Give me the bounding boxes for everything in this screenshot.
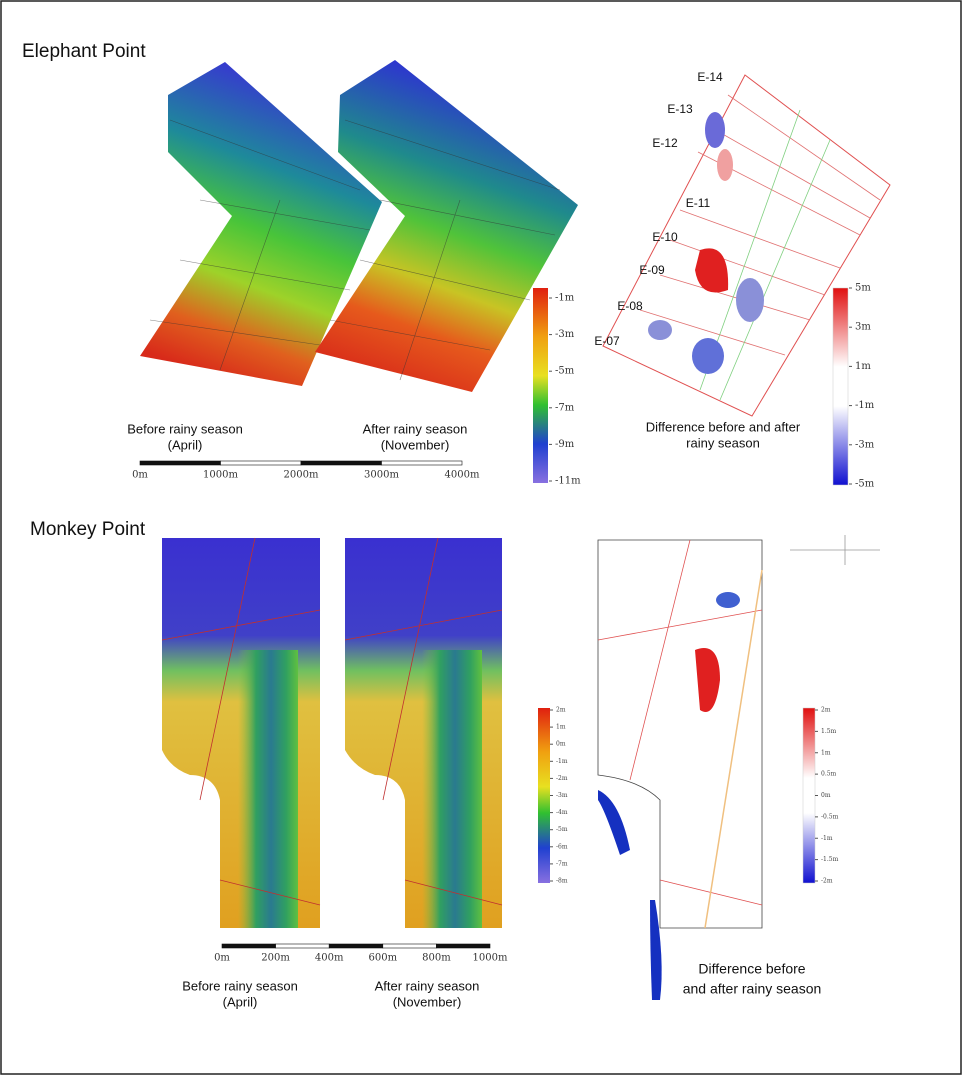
profile-label: E-13: [667, 102, 693, 116]
scale-label: 0m: [132, 470, 148, 481]
colorbar-label: -9m: [555, 439, 575, 450]
colorbar-label: -4m: [556, 809, 568, 816]
scale-segment: [382, 461, 463, 465]
colorbar-label: -2m: [556, 775, 568, 782]
section-title: Monkey Point: [30, 519, 146, 540]
caption: (November): [381, 437, 450, 452]
caption: (April): [168, 437, 203, 452]
scale-segment: [222, 944, 276, 948]
difference-colorbar: [803, 708, 815, 883]
scale-label: 1000m: [473, 953, 508, 964]
colorbar-label: -1m: [855, 400, 875, 411]
profile-label: E-09: [639, 263, 665, 277]
colorbar-label: -11m: [555, 476, 581, 487]
difference-map: [598, 540, 762, 1000]
colorbar-label: -5m: [555, 366, 575, 377]
scale-label: 2000m: [284, 470, 319, 481]
colorbar-label: 2m: [556, 707, 566, 714]
scale-label: 800m: [422, 953, 451, 964]
scale-label: 1000m: [203, 470, 238, 481]
caption: (November): [393, 994, 462, 1009]
scale-segment: [140, 461, 221, 465]
colorbar-label: -7m: [556, 860, 568, 867]
colorbar-label: -3m: [556, 792, 568, 799]
profile-label: E-12: [652, 136, 678, 150]
difference-colorbar: [833, 288, 848, 485]
scale-segment: [436, 944, 490, 948]
colorbar-label: -3m: [855, 439, 875, 450]
scale-label: 3000m: [364, 470, 399, 481]
bathymetry-after: [345, 538, 502, 928]
colorbar-label: -5m: [855, 479, 875, 490]
colorbar-label: 1.5m: [821, 728, 837, 735]
scale-label: 0m: [214, 953, 230, 964]
colorbar-label: 3m: [855, 322, 871, 333]
scale-label: 400m: [315, 953, 344, 964]
profile-label: E-08: [617, 299, 643, 313]
colorbar-label: -1.5m: [821, 856, 839, 863]
north-arrow: [790, 535, 880, 565]
caption: (April): [223, 994, 258, 1009]
scale-segment: [301, 461, 382, 465]
colorbar-label: 0m: [821, 792, 831, 799]
caption: Before rainy season: [127, 421, 243, 436]
caption: Before rainy season: [182, 978, 298, 993]
colorbar-label: 0m: [556, 741, 566, 748]
colorbar-label: -8m: [556, 878, 568, 885]
colorbar-label: -0.5m: [821, 813, 839, 820]
depth-colorbar: [538, 708, 550, 883]
depth-colorbar: [533, 288, 548, 483]
scale-label: 200m: [261, 953, 290, 964]
colorbar-label: -1m: [556, 758, 568, 765]
scale-segment: [329, 944, 383, 948]
profile-label: E-07: [594, 334, 620, 348]
caption: Difference before and after: [646, 419, 801, 434]
scale-segment: [221, 461, 302, 465]
caption: rainy season: [686, 435, 760, 450]
profile-label: E-10: [652, 230, 678, 244]
colorbar-label: 1m: [821, 749, 831, 756]
colorbar-label: 1m: [855, 361, 871, 372]
colorbar-label: -2m: [821, 878, 833, 885]
colorbar-label: 1m: [556, 724, 566, 731]
colorbar-label: -5m: [556, 826, 568, 833]
section-title: Elephant Point: [22, 41, 146, 62]
caption: After rainy season: [375, 978, 480, 993]
colorbar-label: 5m: [855, 283, 871, 294]
colorbar-label: -1m: [821, 835, 833, 842]
scale-label: 600m: [369, 953, 398, 964]
scale-segment: [383, 944, 437, 948]
bathymetry-before: [162, 538, 320, 928]
colorbar-label: -1m: [555, 293, 575, 304]
scale-segment: [276, 944, 330, 948]
colorbar-label: 2m: [821, 707, 831, 714]
caption: and after rainy season: [683, 981, 822, 997]
figure: Elephant Point -1m -3m -5m -7m -9m -11m Befor…: [0, 0, 962, 1075]
profile-label: E-14: [697, 70, 723, 84]
profile-label: E-11: [686, 196, 711, 210]
colorbar-label: -7m: [555, 402, 575, 413]
colorbar-label: -3m: [555, 329, 575, 340]
scale-label: 4000m: [445, 470, 480, 481]
caption: After rainy season: [363, 421, 468, 436]
colorbar-label: -6m: [556, 843, 568, 850]
caption: Difference before: [698, 961, 805, 977]
colorbar-label: 0.5m: [821, 771, 837, 778]
